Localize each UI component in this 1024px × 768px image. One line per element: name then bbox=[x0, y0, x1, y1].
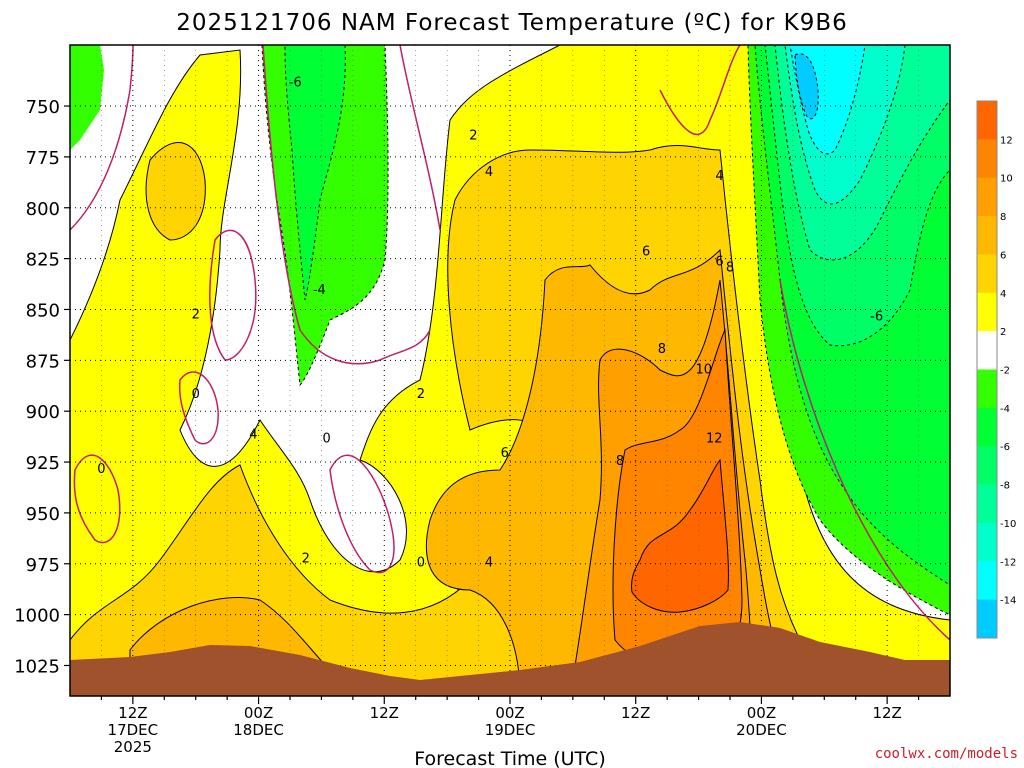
freezing-line bbox=[70, 45, 134, 231]
colorbar-bin bbox=[977, 139, 997, 179]
x-tick-label: 00Z bbox=[495, 704, 524, 722]
colorbar-label: -14 bbox=[1000, 596, 1016, 607]
contour-label: 0 bbox=[417, 556, 425, 571]
freezing-line bbox=[329, 454, 395, 574]
region-core-12-14 bbox=[631, 458, 729, 613]
region-orange-left-cell bbox=[145, 142, 206, 241]
terrain bbox=[70, 622, 950, 696]
colorbar-frame bbox=[976, 100, 998, 639]
contour-label: -6 bbox=[870, 310, 883, 325]
contour-label: 8 bbox=[616, 454, 624, 469]
colorbar-bin bbox=[977, 599, 997, 639]
colorbar: 12 10 8 6 4 2 -2 -4 -6 -8 -10 -12 -14 bbox=[976, 100, 1016, 639]
contour-label: 8 bbox=[726, 261, 734, 276]
x-tick-label: 20DEC bbox=[736, 721, 787, 739]
contour-label: -6 bbox=[289, 76, 302, 91]
x-tick-label: 00Z bbox=[747, 704, 776, 722]
colorbar-bin bbox=[977, 292, 997, 332]
contour-label: 4 bbox=[485, 556, 493, 571]
y-tick-label: 1000 bbox=[14, 606, 60, 627]
y-tick-label: 875 bbox=[26, 351, 60, 372]
y-tick-label: 850 bbox=[26, 300, 60, 321]
contour-label: 2 bbox=[302, 552, 310, 567]
freezing-line bbox=[659, 45, 741, 136]
colorbar-label: 4 bbox=[1000, 289, 1006, 300]
contour-label: 6 bbox=[642, 244, 650, 259]
contour-label: 2 bbox=[417, 387, 425, 402]
colorbar-bin bbox=[977, 101, 997, 140]
colorbar-bin bbox=[977, 369, 997, 409]
y-axis: 750 775 800 825 850 875 900 925 950 975 1000 1025 bbox=[14, 97, 70, 677]
y-tick-label: 825 bbox=[26, 250, 60, 271]
contour-label: 4 bbox=[485, 165, 493, 180]
contour-label: 0 bbox=[97, 462, 105, 477]
colorbar-label: -10 bbox=[1000, 519, 1016, 530]
colorbar-label: -4 bbox=[1000, 404, 1010, 415]
contour-label: 12 bbox=[706, 432, 723, 447]
x-tick-label: 12Z bbox=[872, 704, 901, 722]
colorbar-label: -12 bbox=[1000, 557, 1016, 568]
colorbar-bin bbox=[977, 522, 997, 562]
colorbar-label: 6 bbox=[1000, 250, 1006, 261]
colorbar-label: -2 bbox=[1000, 366, 1010, 377]
y-tick-label: 975 bbox=[26, 555, 60, 576]
colorbar-label: 2 bbox=[1000, 327, 1006, 338]
x-tick-label: 17DEC bbox=[108, 721, 159, 739]
x-tick-label: 18DEC bbox=[233, 721, 284, 739]
colorbar-label: -8 bbox=[1000, 481, 1010, 492]
grid bbox=[70, 45, 950, 696]
credit-link[interactable]: coolwx.com/models bbox=[875, 746, 1018, 762]
y-tick-label: 900 bbox=[26, 402, 60, 423]
contour-label: 0 bbox=[323, 432, 331, 447]
y-tick-label: 800 bbox=[26, 199, 60, 220]
region-cold-right-7 bbox=[794, 53, 819, 120]
x-tick-label: 12Z bbox=[370, 704, 399, 722]
x-tick-label: 12Z bbox=[118, 704, 147, 722]
y-tick-label: 925 bbox=[26, 453, 60, 474]
region-cold-tongue-inner bbox=[284, 45, 346, 301]
y-tick-label: 750 bbox=[26, 97, 60, 118]
contour-label: 2 bbox=[469, 129, 477, 144]
contour-label: 4 bbox=[249, 428, 257, 443]
chart-title: 2025121706 NAM Forecast Temperature (ºC)… bbox=[176, 10, 848, 36]
freezing-line bbox=[73, 454, 121, 544]
contour-label: 6 bbox=[715, 255, 723, 270]
colorbar-bin bbox=[977, 561, 997, 601]
x-axis-title: Forecast Time (UTC) bbox=[414, 748, 605, 768]
colorbar-bin bbox=[977, 446, 997, 486]
x-tick-label: 12Z bbox=[621, 704, 650, 722]
colorbar-bin bbox=[977, 177, 997, 217]
x-tick-label: 00Z bbox=[244, 704, 273, 722]
freezing-line bbox=[779, 279, 950, 641]
region-left-cold bbox=[70, 45, 104, 150]
contour-label: 10 bbox=[696, 362, 713, 377]
y-tick-label: 950 bbox=[26, 504, 60, 525]
colorbar-bin bbox=[977, 331, 997, 370]
colorbar-label: -6 bbox=[1000, 442, 1010, 453]
colorbar-label: 8 bbox=[1000, 212, 1006, 223]
colorbar-bin bbox=[977, 484, 997, 524]
colorbar-bin bbox=[977, 254, 997, 294]
contour-label: 8 bbox=[658, 342, 666, 357]
contour-label: 0 bbox=[192, 387, 200, 402]
contour-label: 6 bbox=[501, 446, 509, 461]
freezing-line bbox=[178, 371, 219, 445]
colorbar-label: 10 bbox=[1000, 174, 1013, 185]
x-tick-label: 19DEC bbox=[485, 721, 536, 739]
y-tick-label: 775 bbox=[26, 148, 60, 169]
freezing-line bbox=[262, 45, 431, 365]
colorbar-bin bbox=[977, 216, 997, 255]
x-tick-label: 2025 bbox=[114, 738, 152, 756]
colorbar-bin bbox=[977, 407, 997, 447]
freezing-line bbox=[399, 45, 441, 231]
colorbar-label: 12 bbox=[1000, 135, 1013, 146]
contour-label: -4 bbox=[313, 283, 326, 298]
y-tick-label: 1025 bbox=[14, 656, 60, 677]
contour-label: 4 bbox=[715, 169, 723, 184]
